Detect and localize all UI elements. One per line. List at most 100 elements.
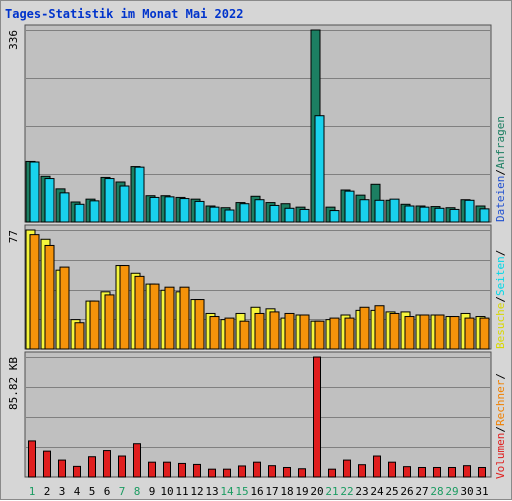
x-tick-label-day-19: 19: [295, 485, 308, 498]
plot-area-volumen: [24, 351, 492, 478]
bar-dateien-day-29: [449, 208, 460, 223]
x-tick-label-day-18: 18: [280, 485, 293, 498]
legend-entry-seiten: Seiten: [494, 256, 507, 296]
bar-dateien-day-20: [314, 115, 325, 223]
bar-dateien-day-21: [329, 210, 340, 223]
bar-dateien-day-19: [299, 208, 310, 223]
x-tick-label-day-28: 28: [430, 485, 443, 498]
bar-rechner-day-27: [419, 314, 430, 350]
bar-volumen-day-1: [28, 440, 36, 478]
bar-volumen-day-21: [328, 468, 336, 478]
x-tick-label-day-4: 4: [74, 485, 81, 498]
bar-dateien-day-5: [89, 200, 100, 223]
bar-dateien-day-13: [209, 206, 220, 223]
bar-volumen-day-19: [298, 468, 306, 478]
bar-volumen-day-11: [178, 462, 186, 478]
bar-dateien-day-6: [104, 178, 115, 223]
legend-entry-volumen: Volumen: [494, 433, 507, 479]
bar-dateien-day-2: [44, 178, 55, 223]
bar-volumen-day-12: [193, 463, 201, 478]
bar-rechner-day-10: [164, 286, 175, 350]
bar-rechner-day-3: [59, 266, 70, 350]
bar-rechner-day-9: [149, 283, 160, 350]
bar-dateien-day-28: [434, 207, 445, 223]
legend-entry-besuche: Besuche: [494, 303, 507, 349]
bar-volumen-day-13: [208, 468, 216, 478]
bar-rechner-day-22: [344, 317, 355, 350]
bar-volumen-day-7: [118, 455, 126, 478]
bar-volumen-day-22: [343, 459, 351, 478]
bar-dateien-day-15: [239, 203, 250, 223]
legend-entry-sep: /: [494, 426, 507, 433]
bar-dateien-day-22: [344, 190, 355, 223]
x-tick-label-day-21: 21: [325, 485, 338, 498]
bar-dateien-day-24: [374, 199, 385, 223]
bar-rechner-day-24: [374, 305, 385, 350]
x-tick-label-day-15: 15: [235, 485, 248, 498]
bar-dateien-day-23: [359, 199, 370, 223]
bar-volumen-day-24: [373, 455, 381, 478]
x-tick-label-day-22: 22: [340, 485, 353, 498]
bar-dateien-day-26: [404, 205, 415, 223]
x-tick-label-day-1: 1: [29, 485, 36, 498]
bar-rechner-day-5: [89, 300, 100, 350]
bar-dateien-day-30: [464, 199, 475, 223]
bar-rechner-day-12: [194, 299, 205, 350]
bar-rechner-day-17: [269, 311, 280, 350]
bar-rechner-day-18: [284, 312, 295, 350]
bar-rechner-day-4: [74, 322, 85, 350]
x-tick-label-day-8: 8: [134, 485, 141, 498]
x-tick-label-day-11: 11: [175, 485, 188, 498]
bar-rechner-day-11: [179, 286, 190, 350]
x-tick-label-day-14: 14: [220, 485, 234, 498]
legend-entry-sep: /: [494, 373, 507, 380]
bar-volumen-day-27: [418, 466, 426, 478]
bar-rechner-day-2: [44, 244, 55, 350]
bar-dateien-day-18: [284, 207, 295, 223]
bar-volumen-day-28: [433, 466, 441, 478]
bar-volumen-day-23: [358, 464, 366, 478]
x-tick-label-day-12: 12: [190, 485, 203, 498]
bar-rechner-day-21: [329, 317, 340, 350]
bar-dateien-day-1: [29, 161, 40, 223]
bar-rechner-day-20: [314, 320, 325, 350]
x-tick-label-day-13: 13: [205, 485, 218, 498]
bar-volumen-day-3: [58, 459, 66, 478]
bar-volumen-day-10: [163, 461, 171, 478]
y-max-anfragen-label: 336: [7, 30, 20, 50]
bar-dateien-day-31: [479, 208, 490, 223]
bar-volumen-day-4: [73, 465, 81, 478]
bar-volumen-day-17: [268, 465, 276, 478]
x-tick-label-day-27: 27: [415, 485, 428, 498]
bar-rechner-day-30: [464, 317, 475, 350]
x-tick-label-day-25: 25: [385, 485, 398, 498]
bar-dateien-day-9: [149, 196, 160, 223]
legend-entry-sep: /: [494, 296, 507, 303]
bar-volumen-day-9: [148, 461, 156, 478]
x-tick-label-day-5: 5: [89, 485, 96, 498]
y-max-besuche-label: 77: [7, 230, 20, 243]
bar-volumen-day-25: [388, 461, 396, 478]
bar-dateien-day-11: [179, 198, 190, 223]
legend-entry-dateien: Dateien: [494, 176, 507, 222]
bar-dateien-day-7: [119, 185, 130, 223]
bar-dateien-day-16: [254, 199, 265, 223]
bar-rechner-day-23: [359, 306, 370, 350]
bar-rechner-day-7: [119, 265, 130, 350]
bar-rechner-day-1: [29, 234, 40, 350]
bar-dateien-day-4: [74, 203, 85, 223]
legend-rechner-volumen: Volumen/Rechner/: [494, 373, 507, 479]
x-tick-label-day-30: 30: [460, 485, 473, 498]
bar-volumen-day-2: [43, 450, 51, 478]
bar-rechner-day-14: [224, 317, 235, 350]
bar-volumen-day-18: [283, 466, 291, 478]
bar-volumen-day-29: [448, 466, 456, 478]
y-max-volumen-label: 85.82 KB: [7, 357, 20, 410]
bar-volumen-day-16: [253, 461, 261, 478]
bar-rechner-day-29: [449, 316, 460, 350]
bar-rechner-day-6: [104, 294, 115, 350]
bar-volumen-day-30: [463, 465, 471, 478]
legend-entry-anfragen: Anfragen: [494, 116, 507, 169]
